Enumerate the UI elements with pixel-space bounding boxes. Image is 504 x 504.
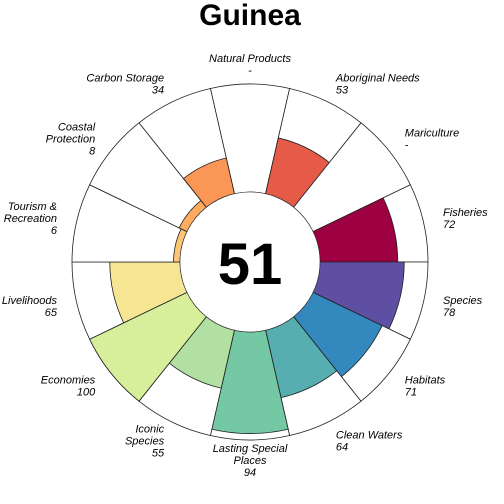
score-habitats: 71	[405, 386, 417, 398]
petal-layer	[71, 83, 429, 441]
score-coastal-protection: 8	[89, 146, 96, 158]
chart-title: Guinea	[199, 0, 301, 32]
label-habitats: Habitats 71	[405, 374, 446, 398]
label-economies: Economies 100	[41, 374, 96, 398]
label-fisheries: Fisheries 72	[443, 207, 488, 231]
score-economies: 100	[77, 386, 96, 398]
label-line-species: Species	[443, 295, 483, 307]
label-carbon-storage: Carbon Storage 34	[86, 73, 164, 97]
label-mariculture: Mariculture -	[405, 128, 459, 152]
label-line-lasting-special-places: Lasting Special	[213, 443, 288, 455]
label-aboriginal-needs: Aboriginal Needs 53	[335, 73, 420, 97]
label-livelihoods: Livelihoods 65	[2, 295, 58, 319]
score-lasting-special-places: 94	[244, 467, 256, 479]
overall-score: 51	[218, 232, 283, 297]
score-mariculture: -	[405, 140, 409, 152]
label-line-habitats: Habitats	[405, 374, 446, 386]
label-iconic-species: Iconic Species 55	[125, 423, 165, 459]
label-line-coastal-protection: Coastal	[58, 122, 96, 134]
label-line-carbon-storage: Carbon Storage	[86, 73, 164, 85]
score-livelihoods: 65	[45, 307, 58, 319]
label-lasting-special-places: Lasting Special Places 94	[213, 443, 288, 479]
score-tourism-and-recreation: 6	[51, 225, 58, 237]
score-aboriginal-needs: 53	[336, 85, 349, 97]
score-clean-waters: 64	[336, 441, 348, 453]
inner-circle	[179, 191, 321, 333]
score-fisheries: 72	[443, 219, 455, 231]
label-line-lasting-special-places: Places	[233, 455, 267, 467]
label-clean-waters: Clean Waters 64	[336, 429, 403, 453]
label-line-economies: Economies	[41, 374, 96, 386]
label-natural-products: Natural Products -	[209, 53, 291, 77]
label-line-natural-products: Natural Products	[209, 53, 291, 65]
label-tourism-and-recreation: Tourism & Recreation 6	[4, 201, 58, 237]
score-iconic-species: 55	[152, 447, 165, 459]
label-line-fisheries: Fisheries	[443, 207, 488, 219]
label-line-iconic-species: Iconic	[135, 423, 164, 435]
label-line-iconic-species: Species	[125, 435, 165, 447]
label-line-livelihoods: Livelihoods	[2, 295, 58, 307]
label-coastal-protection: Coastal Protection 8	[46, 122, 96, 158]
label-line-coastal-protection: Protection	[46, 134, 96, 146]
label-line-tourism-and-recreation: Tourism &	[8, 201, 57, 213]
score-natural-products: -	[248, 65, 252, 77]
label-line-aboriginal-needs: Aboriginal Needs	[335, 73, 420, 85]
score-carbon-storage: 34	[152, 85, 164, 97]
label-line-mariculture: Mariculture	[405, 128, 459, 140]
label-line-tourism-and-recreation: Recreation	[4, 213, 57, 225]
score-species: 78	[443, 307, 456, 319]
label-line-clean-waters: Clean Waters	[336, 429, 403, 441]
label-layer: Natural Products -Aboriginal Needs 53Maric…	[2, 53, 488, 479]
label-species: Species 78	[443, 295, 483, 319]
